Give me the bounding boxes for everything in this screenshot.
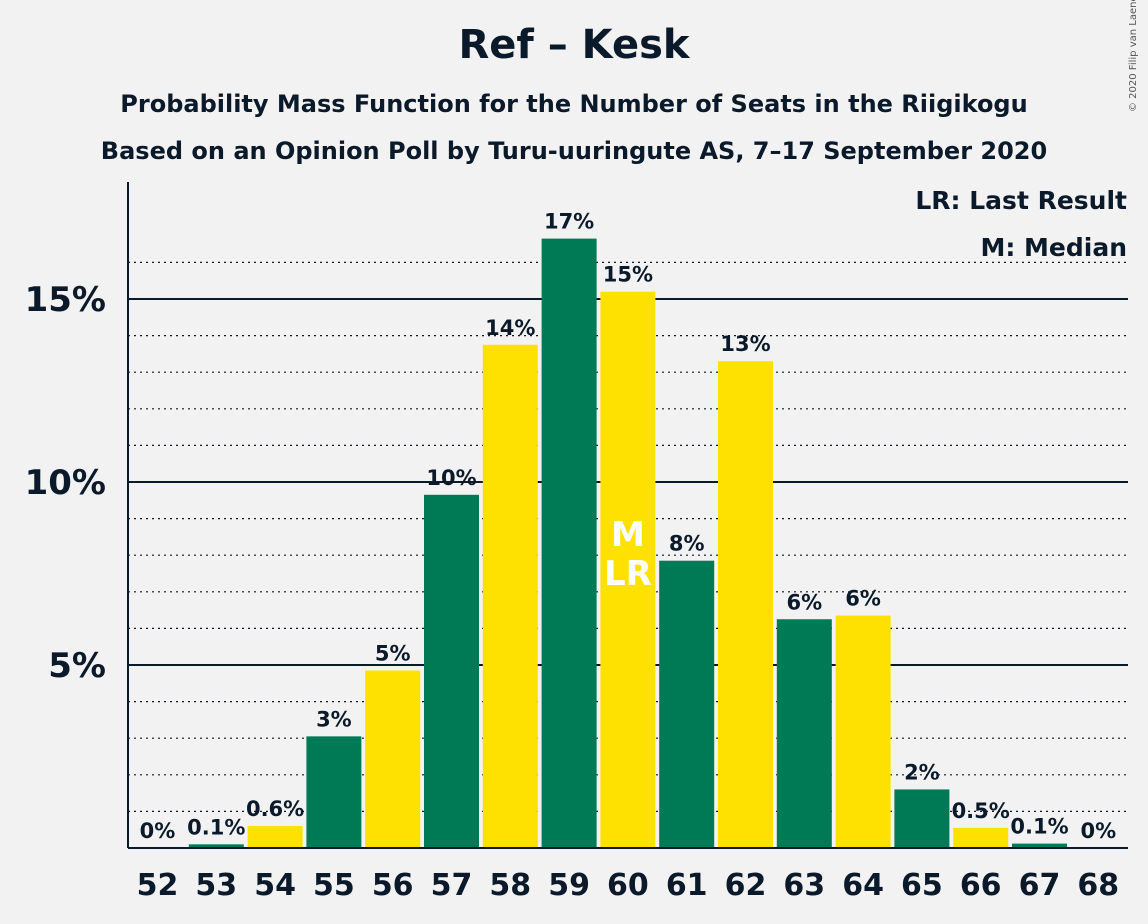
data-label-61: 8% (669, 532, 705, 556)
data-label-63: 6% (786, 590, 822, 614)
bar-65 (894, 789, 950, 848)
x-tick-label-58: 58 (489, 868, 531, 903)
data-label-60: 15% (603, 263, 653, 287)
x-tick-label-61: 61 (666, 868, 708, 903)
data-label-54: 0.6% (246, 797, 304, 821)
bar-57 (424, 494, 479, 848)
data-label-57: 10% (426, 466, 476, 490)
data-label-55: 3% (316, 707, 352, 731)
bar-60 (600, 291, 656, 848)
data-label-59: 17% (544, 210, 594, 234)
data-label-52: 0% (140, 819, 176, 843)
chart-subtitle-source: Based on an Opinion Poll by Turu-uuringu… (100, 137, 1048, 165)
legend-median: M: Median (980, 233, 1127, 262)
x-tick-label-63: 63 (783, 868, 825, 903)
bar-64 (835, 615, 891, 848)
data-label-58: 14% (485, 316, 535, 340)
data-label-53: 0.1% (187, 815, 245, 839)
bar-61 (659, 560, 715, 848)
axes: 5% 10% 15% 52 53 54 55 56 57 58 59 60 61 62 63 64 65 66 67… (25, 182, 1128, 903)
x-tick-label-65: 65 (901, 868, 943, 903)
x-tick-label-67: 67 (1019, 868, 1061, 903)
x-tick-label-53: 53 (195, 868, 237, 903)
x-tick-label-59: 59 (548, 868, 590, 903)
bar-59 (541, 238, 597, 849)
y-tick-label: 15% (25, 280, 106, 320)
last-result-marker: LR (604, 554, 652, 594)
data-label-68: 0% (1080, 819, 1116, 843)
x-tick-label-54: 54 (254, 868, 296, 903)
data-label-62: 13% (720, 332, 770, 356)
x-tick-label-66: 66 (960, 868, 1002, 903)
y-tick-label: 5% (48, 646, 106, 686)
bar-58 (482, 344, 538, 848)
x-tick-label-56: 56 (372, 868, 414, 903)
data-label-56: 5% (375, 641, 411, 665)
data-label-66: 0.5% (952, 799, 1010, 823)
x-tick-label-62: 62 (725, 868, 767, 903)
bar-54 (247, 826, 303, 848)
data-label-65: 2% (904, 760, 940, 784)
y-tick-label: 10% (25, 463, 106, 503)
x-tick-label-64: 64 (842, 868, 884, 903)
legend-last-result: LR: Last Result (915, 186, 1127, 215)
data-label-64: 6% (845, 587, 881, 611)
bar-66 (953, 827, 1009, 848)
x-tick-label-68: 68 (1077, 868, 1119, 903)
x-tick-label-52: 52 (137, 868, 179, 903)
chart-subtitle: Probability Mass Function for the Number… (120, 90, 1028, 118)
bar-56 (365, 670, 421, 848)
x-tick-label-57: 57 (431, 868, 473, 903)
bar-55 (306, 736, 362, 848)
x-tick-label-55: 55 (313, 868, 355, 903)
bar-63 (776, 619, 832, 848)
bar-53 (188, 844, 244, 848)
bar-67 (1012, 843, 1067, 848)
chart-title: Ref – Kesk (458, 22, 690, 68)
bar-62 (718, 361, 773, 848)
data-label-67: 0.1% (1010, 815, 1068, 839)
x-tick-label-60: 60 (607, 868, 649, 903)
median-marker: M (611, 515, 645, 555)
